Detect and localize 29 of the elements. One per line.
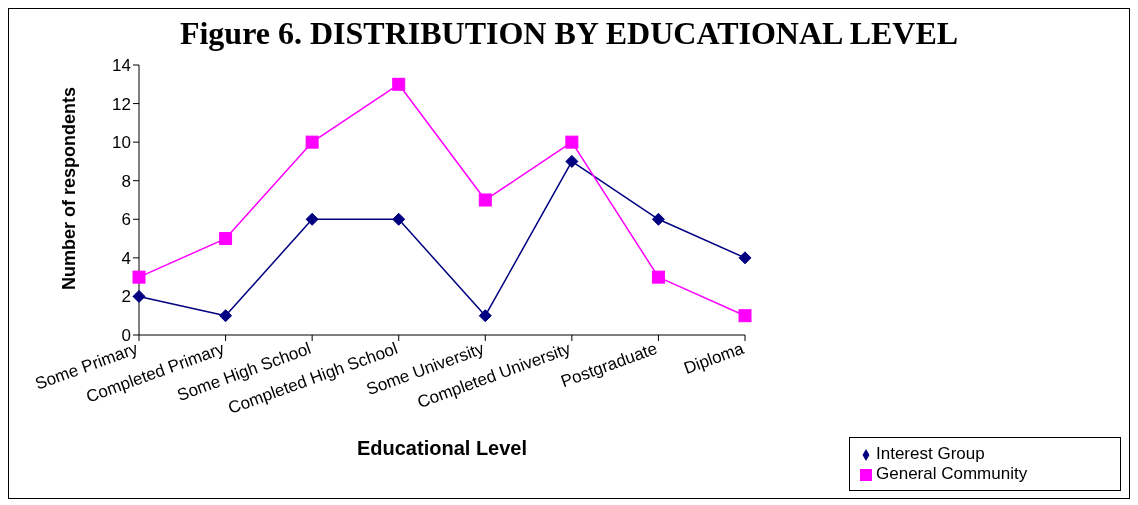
legend-label: General Community [876,464,1028,483]
point [738,251,752,265]
point [651,212,665,226]
y-tick-label: 0 [121,326,131,346]
point [132,289,146,303]
point [305,212,319,226]
point [478,193,492,207]
y-tick-label: 2 [121,287,131,307]
legend-label: Interest Group [876,444,985,463]
x-axis-title: Educational Level [356,437,528,459]
point [305,135,319,149]
y-tick-label: 4 [121,248,131,268]
point [651,270,665,284]
point [565,135,579,149]
point [219,232,233,246]
point [392,77,406,91]
y-tick-label: 14 [112,56,131,76]
y-tick-label: 12 [112,94,131,114]
y-tick-label: 6 [121,210,131,230]
y-tick-label: 10 [112,133,131,153]
point [132,270,146,284]
y-tick-label: 8 [121,171,131,191]
point [219,309,233,323]
point [738,309,752,323]
point [478,309,492,323]
point [392,212,406,226]
chart-title: Figure 6. DISTRIBUTION BY EDUCATIONAL LEVEL [178,15,960,53]
point [565,154,579,168]
y-axis-title: Number of respondents [59,86,80,290]
